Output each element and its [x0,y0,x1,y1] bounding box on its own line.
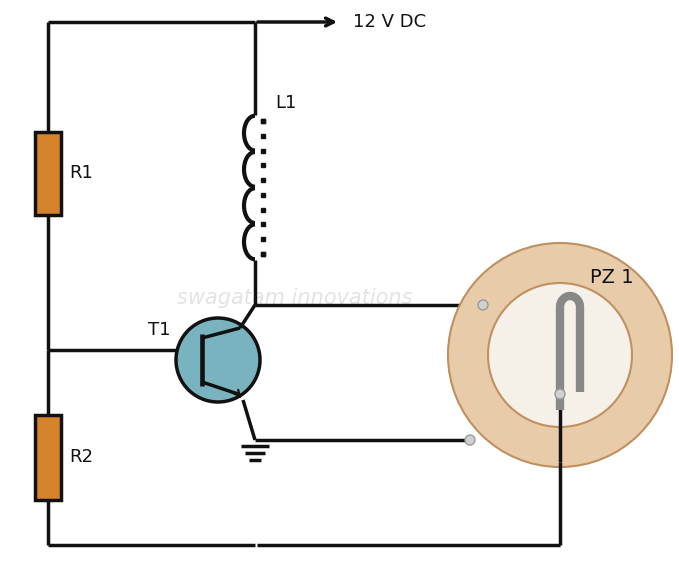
Circle shape [488,283,632,427]
Text: PZ 1: PZ 1 [590,268,634,287]
Text: R1: R1 [69,164,93,182]
Bar [35,415,61,500]
Text: 12 V DC: 12 V DC [353,13,426,31]
Text: R2: R2 [69,448,93,466]
Text: swagatam innovations: swagatam innovations [177,288,413,308]
Circle shape [478,300,488,310]
Text: L1: L1 [275,94,296,112]
Text: T1: T1 [149,321,171,339]
Bar [35,132,61,215]
Circle shape [555,389,565,399]
Circle shape [176,318,260,402]
Circle shape [465,435,475,445]
